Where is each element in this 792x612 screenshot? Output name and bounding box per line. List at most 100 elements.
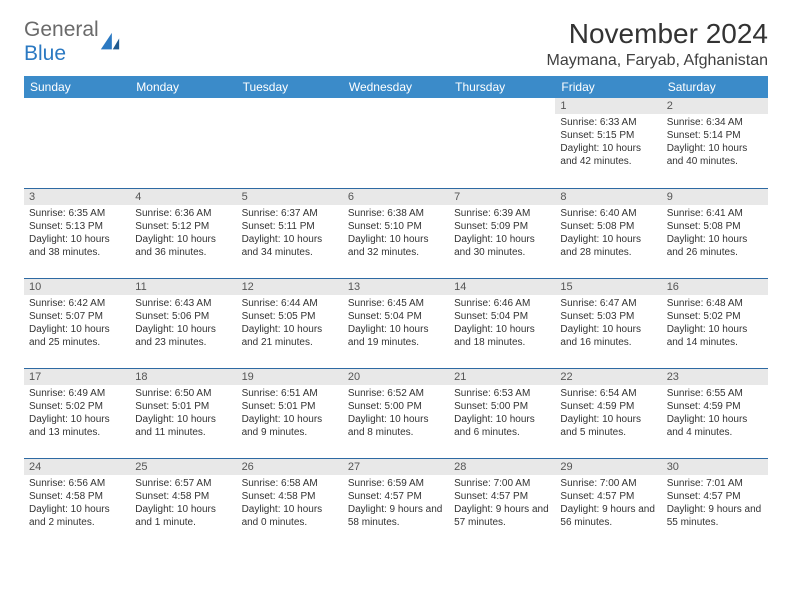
- calendar-day-cell: 12Sunrise: 6:44 AMSunset: 5:05 PMDayligh…: [237, 278, 343, 368]
- day-number: 6: [343, 189, 449, 205]
- calendar-day-cell: 6Sunrise: 6:38 AMSunset: 5:10 PMDaylight…: [343, 188, 449, 278]
- weekday-header: Thursday: [449, 76, 555, 98]
- calendar-day-cell: 30Sunrise: 7:01 AMSunset: 4:57 PMDayligh…: [662, 458, 768, 548]
- day-details: Sunrise: 6:53 AMSunset: 5:00 PMDaylight:…: [449, 385, 555, 443]
- day-number: 27: [343, 459, 449, 475]
- day-number: 17: [24, 369, 130, 385]
- day-details: Sunrise: 6:50 AMSunset: 5:01 PMDaylight:…: [130, 385, 236, 443]
- day-number: 22: [555, 369, 661, 385]
- day-details: Sunrise: 7:00 AMSunset: 4:57 PMDaylight:…: [555, 475, 661, 533]
- calendar-day-cell: 13Sunrise: 6:45 AMSunset: 5:04 PMDayligh…: [343, 278, 449, 368]
- day-details: Sunrise: 6:40 AMSunset: 5:08 PMDaylight:…: [555, 205, 661, 263]
- calendar-header-row: SundayMondayTuesdayWednesdayThursdayFrid…: [24, 76, 768, 98]
- day-number: 2: [662, 98, 768, 114]
- day-details: Sunrise: 6:48 AMSunset: 5:02 PMDaylight:…: [662, 295, 768, 353]
- day-number: 29: [555, 459, 661, 475]
- logo-sail-icon: [99, 31, 121, 53]
- calendar-day-cell: 16Sunrise: 6:48 AMSunset: 5:02 PMDayligh…: [662, 278, 768, 368]
- day-number: 4: [130, 189, 236, 205]
- day-details: Sunrise: 6:58 AMSunset: 4:58 PMDaylight:…: [237, 475, 343, 533]
- title-block: November 2024 Maymana, Faryab, Afghanist…: [547, 18, 768, 70]
- calendar-day-cell: 9Sunrise: 6:41 AMSunset: 5:08 PMDaylight…: [662, 188, 768, 278]
- day-details: Sunrise: 6:39 AMSunset: 5:09 PMDaylight:…: [449, 205, 555, 263]
- calendar-day-cell: 26Sunrise: 6:58 AMSunset: 4:58 PMDayligh…: [237, 458, 343, 548]
- day-details: Sunrise: 7:00 AMSunset: 4:57 PMDaylight:…: [449, 475, 555, 533]
- calendar-day-cell: 24Sunrise: 6:56 AMSunset: 4:58 PMDayligh…: [24, 458, 130, 548]
- day-number: 9: [662, 189, 768, 205]
- calendar-day-cell: 20Sunrise: 6:52 AMSunset: 5:00 PMDayligh…: [343, 368, 449, 458]
- day-details: Sunrise: 6:36 AMSunset: 5:12 PMDaylight:…: [130, 205, 236, 263]
- day-number: 25: [130, 459, 236, 475]
- calendar-day-cell: 8Sunrise: 6:40 AMSunset: 5:08 PMDaylight…: [555, 188, 661, 278]
- calendar-day-cell: 22Sunrise: 6:54 AMSunset: 4:59 PMDayligh…: [555, 368, 661, 458]
- calendar-day-cell: 18Sunrise: 6:50 AMSunset: 5:01 PMDayligh…: [130, 368, 236, 458]
- day-number: 20: [343, 369, 449, 385]
- month-title: November 2024: [547, 18, 768, 50]
- day-details: Sunrise: 6:44 AMSunset: 5:05 PMDaylight:…: [237, 295, 343, 353]
- day-number: 19: [237, 369, 343, 385]
- calendar-week-row: 3Sunrise: 6:35 AMSunset: 5:13 PMDaylight…: [24, 188, 768, 278]
- day-details: Sunrise: 6:57 AMSunset: 4:58 PMDaylight:…: [130, 475, 236, 533]
- calendar-day-cell: 17Sunrise: 6:49 AMSunset: 5:02 PMDayligh…: [24, 368, 130, 458]
- day-details: Sunrise: 6:54 AMSunset: 4:59 PMDaylight:…: [555, 385, 661, 443]
- day-details: Sunrise: 6:49 AMSunset: 5:02 PMDaylight:…: [24, 385, 130, 443]
- logo-word-a: General: [24, 18, 99, 41]
- calendar-week-row: ..........1Sunrise: 6:33 AMSunset: 5:15 …: [24, 98, 768, 188]
- day-details: Sunrise: 6:52 AMSunset: 5:00 PMDaylight:…: [343, 385, 449, 443]
- logo: General Blue: [24, 18, 121, 66]
- weekday-header: Saturday: [662, 76, 768, 98]
- day-number: 1: [555, 98, 661, 114]
- calendar-day-cell: 5Sunrise: 6:37 AMSunset: 5:11 PMDaylight…: [237, 188, 343, 278]
- day-details: Sunrise: 6:43 AMSunset: 5:06 PMDaylight:…: [130, 295, 236, 353]
- day-number: 5: [237, 189, 343, 205]
- day-details: Sunrise: 6:51 AMSunset: 5:01 PMDaylight:…: [237, 385, 343, 443]
- calendar-day-cell: 2Sunrise: 6:34 AMSunset: 5:14 PMDaylight…: [662, 98, 768, 188]
- calendar-day-cell: 14Sunrise: 6:46 AMSunset: 5:04 PMDayligh…: [449, 278, 555, 368]
- weekday-header: Wednesday: [343, 76, 449, 98]
- location-subtitle: Maymana, Faryab, Afghanistan: [547, 52, 768, 70]
- calendar-day-cell: 27Sunrise: 6:59 AMSunset: 4:57 PMDayligh…: [343, 458, 449, 548]
- day-number: 15: [555, 279, 661, 295]
- day-number: 21: [449, 369, 555, 385]
- day-details: Sunrise: 6:47 AMSunset: 5:03 PMDaylight:…: [555, 295, 661, 353]
- day-details: Sunrise: 6:42 AMSunset: 5:07 PMDaylight:…: [24, 295, 130, 353]
- calendar-day-cell: 29Sunrise: 7:00 AMSunset: 4:57 PMDayligh…: [555, 458, 661, 548]
- calendar-day-cell: 4Sunrise: 6:36 AMSunset: 5:12 PMDaylight…: [130, 188, 236, 278]
- weekday-header: Friday: [555, 76, 661, 98]
- day-number: 18: [130, 369, 236, 385]
- calendar-day-cell: ..: [449, 98, 555, 188]
- calendar-day-cell: ..: [237, 98, 343, 188]
- day-details: Sunrise: 6:56 AMSunset: 4:58 PMDaylight:…: [24, 475, 130, 533]
- day-number: 14: [449, 279, 555, 295]
- day-number: 13: [343, 279, 449, 295]
- day-number: 11: [130, 279, 236, 295]
- calendar-day-cell: 1Sunrise: 6:33 AMSunset: 5:15 PMDaylight…: [555, 98, 661, 188]
- day-number: 24: [24, 459, 130, 475]
- weekday-header: Monday: [130, 76, 236, 98]
- day-number: 28: [449, 459, 555, 475]
- header: General Blue November 2024 Maymana, Fary…: [24, 18, 768, 70]
- calendar-table: SundayMondayTuesdayWednesdayThursdayFrid…: [24, 76, 768, 548]
- calendar-day-cell: ..: [343, 98, 449, 188]
- calendar-day-cell: 28Sunrise: 7:00 AMSunset: 4:57 PMDayligh…: [449, 458, 555, 548]
- day-details: Sunrise: 6:37 AMSunset: 5:11 PMDaylight:…: [237, 205, 343, 263]
- calendar-day-cell: 19Sunrise: 6:51 AMSunset: 5:01 PMDayligh…: [237, 368, 343, 458]
- calendar-day-cell: 25Sunrise: 6:57 AMSunset: 4:58 PMDayligh…: [130, 458, 236, 548]
- day-number: 10: [24, 279, 130, 295]
- calendar-body: ..........1Sunrise: 6:33 AMSunset: 5:15 …: [24, 98, 768, 548]
- day-details: Sunrise: 6:59 AMSunset: 4:57 PMDaylight:…: [343, 475, 449, 533]
- day-number: 7: [449, 189, 555, 205]
- weekday-header: Sunday: [24, 76, 130, 98]
- calendar-day-cell: ..: [130, 98, 236, 188]
- day-number: 12: [237, 279, 343, 295]
- logo-text: General Blue: [24, 18, 99, 66]
- day-details: Sunrise: 6:46 AMSunset: 5:04 PMDaylight:…: [449, 295, 555, 353]
- logo-word-b: Blue: [24, 42, 66, 65]
- day-details: Sunrise: 6:38 AMSunset: 5:10 PMDaylight:…: [343, 205, 449, 263]
- day-details: Sunrise: 6:41 AMSunset: 5:08 PMDaylight:…: [662, 205, 768, 263]
- day-details: Sunrise: 6:55 AMSunset: 4:59 PMDaylight:…: [662, 385, 768, 443]
- calendar-week-row: 10Sunrise: 6:42 AMSunset: 5:07 PMDayligh…: [24, 278, 768, 368]
- day-details: Sunrise: 7:01 AMSunset: 4:57 PMDaylight:…: [662, 475, 768, 533]
- calendar-day-cell: 11Sunrise: 6:43 AMSunset: 5:06 PMDayligh…: [130, 278, 236, 368]
- day-number: 3: [24, 189, 130, 205]
